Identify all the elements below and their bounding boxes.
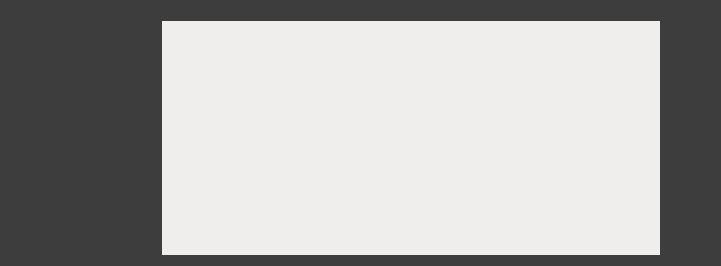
Text: Find the missing side length in each right triangle. Round each answer to: Find the missing side length in each rig… [184,32,593,42]
Text: Your answer: Your answer [184,223,247,234]
Text: 2 points: 2 points [616,32,656,42]
Text: the nearest tenth. 1 point correct answer, 1 point showing your work. *: the nearest tenth. 1 point correct answe… [184,69,581,79]
Text: 9.9: 9.9 [297,219,319,233]
Text: 6.5: 6.5 [213,123,235,137]
